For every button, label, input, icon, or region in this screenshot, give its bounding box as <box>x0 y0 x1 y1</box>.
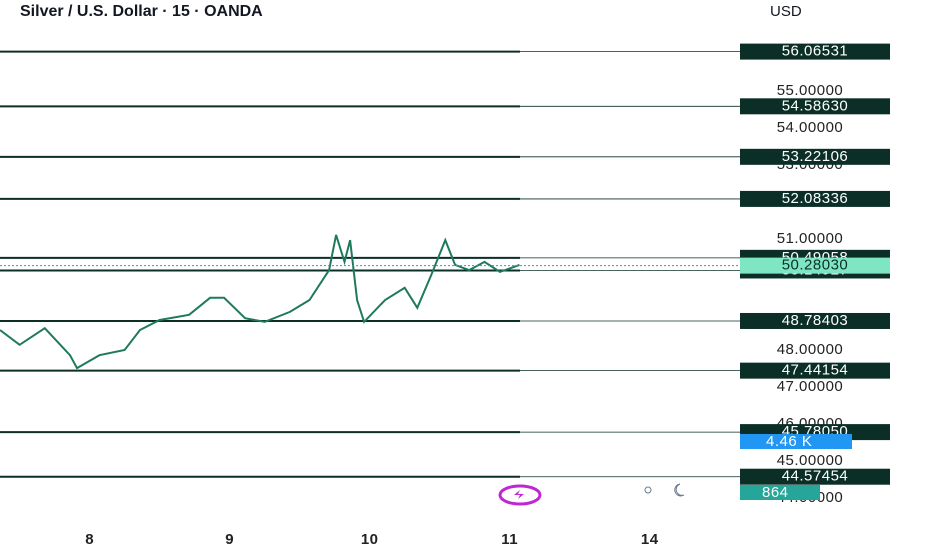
level-label: 56.06531 <box>782 43 849 60</box>
logo-icon[interactable] <box>498 484 542 506</box>
price-line <box>0 234 520 370</box>
currency-label[interactable]: USD <box>770 3 802 20</box>
level-label: 48.78403 <box>782 312 849 329</box>
y-tick-label: 48.00000 <box>777 341 844 358</box>
level-badge <box>740 468 890 485</box>
symbol-title[interactable]: Silver / U.S. Dollar · 15 · OANDA <box>20 3 263 20</box>
theme-icons[interactable] <box>644 483 685 497</box>
level-label: 44.57454 <box>782 468 849 485</box>
y-tick-label: 54.00000 <box>777 119 844 136</box>
level-label: 47.44154 <box>782 362 849 379</box>
last-price-badge <box>740 257 890 274</box>
indicator-label: 864 <box>762 484 789 501</box>
level-badge <box>740 312 890 329</box>
y-tick-label: 45.00000 <box>777 452 844 469</box>
y-tick-label: 55.00000 <box>777 82 844 99</box>
level-label: 53.22106 <box>782 148 849 165</box>
volume-label: 4.46 K <box>766 433 812 450</box>
level-badge <box>740 148 890 165</box>
level-badge <box>740 43 890 60</box>
x-tick-label: 8 <box>85 531 94 548</box>
x-tick-label: 10 <box>361 531 379 548</box>
level-label: 52.08336 <box>782 190 849 207</box>
y-tick-label: 47.00000 <box>777 378 844 395</box>
indicator-badge <box>740 485 820 500</box>
x-tick-label: 14 <box>641 531 659 548</box>
y-tick-label: 51.00000 <box>777 230 844 247</box>
level-badge <box>740 190 890 207</box>
x-tick-label: 9 <box>225 531 234 548</box>
x-tick-label: 11 <box>501 531 518 548</box>
last-price-label: 50.28030 <box>782 257 849 274</box>
volume-badge <box>740 434 852 449</box>
level-badge <box>740 98 890 115</box>
level-label: 54.58630 <box>782 97 849 114</box>
level-badge <box>740 362 890 379</box>
